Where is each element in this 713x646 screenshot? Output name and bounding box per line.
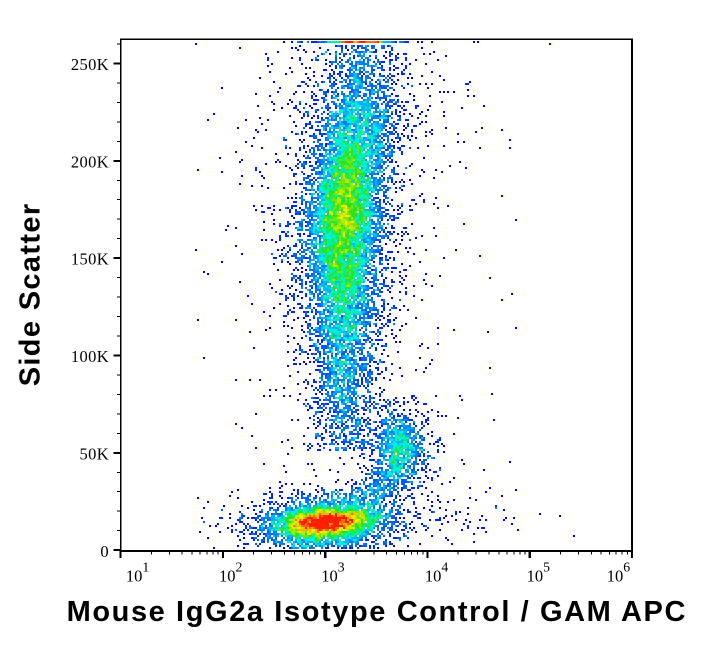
svg-text:50K: 50K	[80, 444, 109, 463]
svg-text:0: 0	[100, 542, 109, 561]
svg-text:100K: 100K	[71, 347, 109, 366]
svg-text:250K: 250K	[71, 55, 109, 74]
svg-text:Side Scatter: Side Scatter	[14, 202, 46, 386]
svg-text:Mouse IgG2a Isotype Control /: Mouse IgG2a Isotype Control / GAM APC	[67, 596, 687, 628]
svg-text:150K: 150K	[71, 250, 109, 269]
svg-text:200K: 200K	[71, 152, 109, 171]
